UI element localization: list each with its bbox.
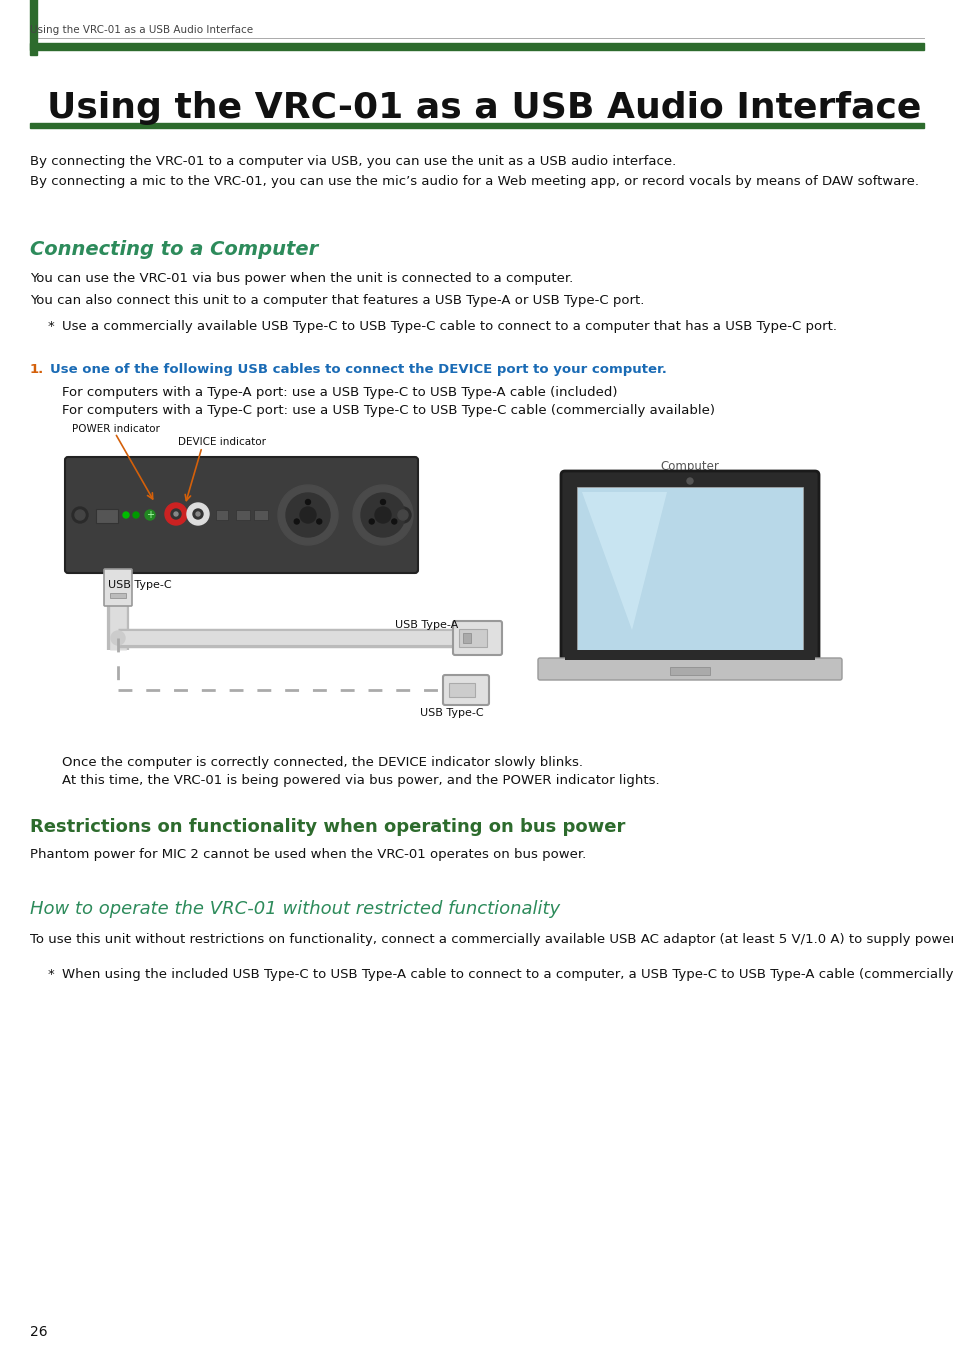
Circle shape [145, 510, 154, 520]
Bar [462, 633, 471, 643]
Text: For computers with a Type-C port: use a USB Type-C to USB Type-C cable (commerci: For computers with a Type-C port: use a … [62, 404, 714, 417]
Text: 26: 26 [30, 1324, 48, 1339]
Circle shape [395, 508, 411, 522]
Circle shape [397, 510, 408, 520]
Text: POWER indicator: POWER indicator [71, 424, 160, 433]
FancyBboxPatch shape [104, 568, 132, 606]
Bar [253, 510, 268, 520]
FancyBboxPatch shape [560, 471, 818, 664]
Bar [577, 487, 802, 649]
Text: +: + [146, 510, 153, 520]
Text: USB Type-C: USB Type-C [419, 707, 483, 718]
Text: *: * [48, 320, 54, 333]
Text: Phantom power for MIC 2 cannot be used when the VRC-01 operates on bus power.: Phantom power for MIC 2 cannot be used w… [30, 848, 586, 861]
Text: Using the VRC-01 as a USB Audio Interface: Using the VRC-01 as a USB Audio Interfac… [47, 90, 921, 126]
Bar [30, 0, 37, 55]
Circle shape [686, 478, 692, 485]
Bar [458, 629, 486, 647]
Text: 1.: 1. [30, 363, 44, 377]
Text: For computers with a Type-A port: use a USB Type-C to USB Type-A cable (included: For computers with a Type-A port: use a … [62, 386, 617, 400]
Bar [235, 510, 250, 520]
Text: To use this unit without restrictions on functionality, connect a commercially a: To use this unit without restrictions on… [30, 933, 953, 946]
Circle shape [123, 512, 129, 518]
Circle shape [392, 518, 396, 524]
Text: DEVICE indicator: DEVICE indicator [178, 437, 266, 447]
Circle shape [71, 508, 88, 522]
Text: Use a commercially available USB Type-C to USB Type-C cable to connect to a comp: Use a commercially available USB Type-C … [62, 320, 836, 333]
Text: Restrictions on functionality when operating on bus power: Restrictions on functionality when opera… [30, 818, 625, 836]
Bar [215, 510, 228, 520]
Text: By connecting the VRC-01 to a computer via USB, you can use the unit as a USB au: By connecting the VRC-01 to a computer v… [30, 155, 676, 167]
Circle shape [132, 512, 139, 518]
Text: USB Type-A: USB Type-A [395, 620, 457, 630]
Circle shape [316, 518, 321, 524]
Circle shape [75, 510, 85, 520]
Circle shape [369, 518, 374, 524]
Text: Using the VRC-01 as a USB Audio Interface: Using the VRC-01 as a USB Audio Interfac… [30, 26, 253, 35]
Bar [669, 667, 709, 675]
Circle shape [360, 493, 405, 537]
Bar [564, 649, 814, 660]
Text: You can use the VRC-01 via bus power when the unit is connected to a computer.: You can use the VRC-01 via bus power whe… [30, 271, 573, 285]
Circle shape [305, 500, 310, 505]
Polygon shape [581, 491, 666, 630]
Circle shape [294, 518, 299, 524]
Circle shape [193, 509, 203, 518]
Text: Computer: Computer [659, 460, 719, 472]
Text: Use one of the following USB cables to connect the DEVICE port to your computer.: Use one of the following USB cables to c… [50, 363, 666, 377]
Text: USB Type-C: USB Type-C [108, 580, 172, 590]
FancyBboxPatch shape [537, 657, 841, 680]
Circle shape [187, 504, 209, 525]
Circle shape [171, 509, 181, 518]
Text: Once the computer is correctly connected, the DEVICE indicator slowly blinks.: Once the computer is correctly connected… [62, 756, 582, 770]
Circle shape [195, 512, 200, 516]
FancyBboxPatch shape [442, 675, 489, 705]
FancyBboxPatch shape [65, 458, 417, 572]
Bar [96, 509, 118, 522]
Text: By connecting a mic to the VRC-01, you can use the mic’s audio for a Web meeting: By connecting a mic to the VRC-01, you c… [30, 176, 918, 188]
Circle shape [286, 493, 330, 537]
Circle shape [380, 500, 385, 505]
FancyBboxPatch shape [453, 621, 501, 655]
Text: *: * [48, 968, 54, 981]
Circle shape [299, 508, 315, 522]
Circle shape [173, 512, 178, 516]
Bar [110, 593, 126, 598]
Text: Connecting to a Computer: Connecting to a Computer [30, 240, 318, 259]
Text: You can also connect this unit to a computer that features a USB Type-A or USB T: You can also connect this unit to a comp… [30, 294, 643, 306]
Text: At this time, the VRC-01 is being powered via bus power, and the POWER indicator: At this time, the VRC-01 is being powere… [62, 774, 659, 787]
Bar [449, 683, 475, 697]
Circle shape [375, 508, 391, 522]
Circle shape [111, 630, 125, 645]
Text: When using the included USB Type-C to USB Type-A cable to connect to a computer,: When using the included USB Type-C to US… [62, 968, 953, 981]
Circle shape [165, 504, 187, 525]
Circle shape [353, 485, 413, 545]
Bar [30, 123, 923, 128]
Bar [30, 43, 923, 50]
Text: How to operate the VRC-01 without restricted functionality: How to operate the VRC-01 without restri… [30, 900, 559, 918]
Circle shape [277, 485, 337, 545]
